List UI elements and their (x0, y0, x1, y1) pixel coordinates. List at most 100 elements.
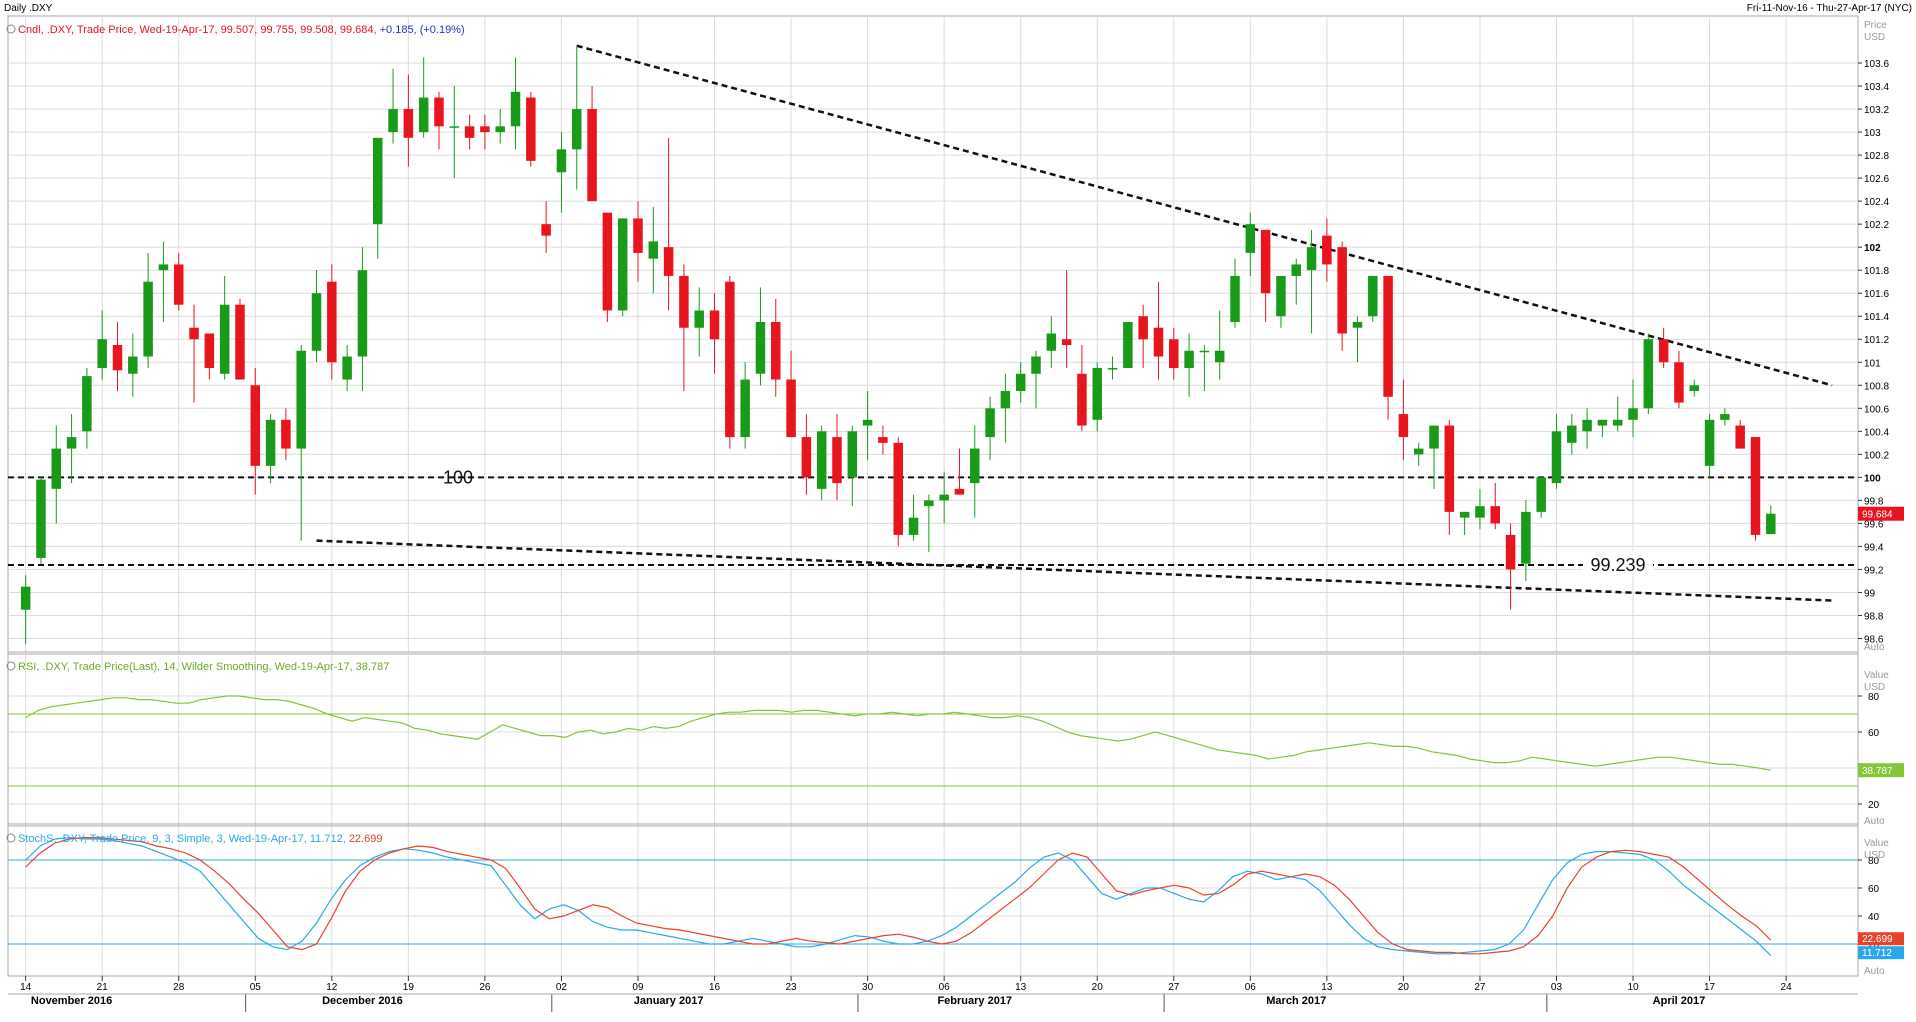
svg-text:StochS, .DXY, Trade Price, 9,: StochS, .DXY, Trade Price, 9, 3, Simple,… (18, 833, 382, 845)
stoch-tick-label: 40 (1868, 912, 1880, 923)
x-day-label: 13 (1015, 982, 1027, 993)
price-axis-title: Price (1864, 20, 1887, 31)
candle-body (1000, 391, 1011, 409)
candle-body (281, 419, 291, 449)
x-month-label: April 2017 (1653, 995, 1706, 1007)
candle-body (480, 126, 490, 133)
level-label-99239: 99.239 (1590, 555, 1645, 575)
candle-body (1551, 431, 1562, 484)
price-tick-label: 100 (1864, 473, 1881, 484)
price-tick-label: 99.4 (1864, 542, 1884, 553)
rsi-last-badge (1858, 763, 1904, 778)
price-tick-label: 102.2 (1864, 220, 1889, 231)
x-day-label: 06 (1245, 982, 1257, 993)
candle-body (143, 281, 153, 357)
price-legend-text: Cndl, .DXY, Trade Price, Wed-19-Apr-17, … (18, 24, 377, 36)
x-day-label: 05 (250, 982, 262, 993)
candle-body (1352, 321, 1363, 328)
rsi-axis-title: Value (1864, 670, 1889, 681)
x-day-label: 21 (97, 982, 109, 993)
x-day-label: 27 (1474, 982, 1486, 993)
candle-body (373, 137, 383, 225)
candle-body (250, 385, 261, 466)
candle-body (908, 517, 919, 535)
candle-body (771, 321, 781, 380)
price-panel[interactable]: 98.6 98.8 99 99.2 99.4 99.6 99.8 100 100.2 100.4 1… (7, 15, 1904, 976)
price-tick-label: 100.6 (1864, 404, 1889, 415)
candle-body (1169, 339, 1179, 369)
candle-body (1322, 235, 1332, 265)
rsi-auto-label: Auto (1864, 816, 1885, 827)
stoch-k-line (25, 837, 1772, 955)
stoch-legend-d: 11.712, (310, 833, 346, 845)
candle-body (832, 437, 842, 484)
candle-body (112, 345, 123, 371)
stoch-plot-frame (7, 823, 1859, 977)
stoch-k-badge (1858, 932, 1904, 946)
candle-body (1567, 425, 1577, 443)
price-plot-frame (7, 15, 1859, 655)
price-tick-label: 102.4 (1864, 197, 1889, 208)
candle-body (1750, 437, 1761, 535)
candle-body (1092, 368, 1102, 420)
candle-body (464, 126, 475, 138)
price-tick-label: 101.4 (1864, 312, 1889, 323)
candle-body (495, 126, 505, 133)
price-tick-label: 102.8 (1864, 151, 1889, 162)
rsi-settings-icon[interactable] (6, 661, 16, 671)
candle-body (1383, 275, 1393, 397)
x-day-label: 09 (632, 982, 644, 993)
settings-icon[interactable] (6, 24, 16, 34)
candle-body (1490, 506, 1500, 524)
stoch-settings-icon[interactable] (6, 833, 16, 843)
candle-body (1031, 356, 1041, 374)
candle-body (189, 327, 199, 340)
candle-body (1291, 264, 1301, 276)
candle-body (1582, 419, 1592, 432)
trendline-upper (576, 44, 1833, 387)
x-day-label: 12 (326, 982, 338, 993)
chart-title: Daily .DXY (4, 3, 53, 14)
date-range: Fri-11-Nov-16 - Thu-27-Apr-17 (NYC) (1747, 3, 1912, 14)
price-legend: Cndl, .DXY, Trade Price, Wed-19-Apr-17, … (6, 24, 465, 36)
candle-body (1368, 275, 1378, 317)
stoch-axis-title: Value (1864, 838, 1889, 849)
candle-body (679, 275, 689, 328)
price-axis-unit: USD (1864, 32, 1885, 43)
candle-body (342, 356, 352, 380)
x-month-label: January 2017 (634, 995, 704, 1007)
candle-body (311, 293, 322, 351)
x-day-label: 14 (20, 982, 32, 993)
x-day-label: 20 (1398, 982, 1410, 993)
candle-body (740, 379, 750, 438)
candle-body (1061, 339, 1072, 345)
candle-body (1735, 425, 1745, 449)
stoch-axis-unit: USD (1864, 850, 1885, 861)
candle-body (755, 321, 766, 374)
x-day-label: 26 (479, 982, 491, 993)
candle-body (694, 310, 704, 328)
candle-body (862, 419, 873, 426)
candle-body (1123, 321, 1133, 369)
candle-body (296, 350, 306, 449)
candle-body (1276, 275, 1286, 317)
candle-body (1766, 513, 1776, 535)
x-month-label: February 2017 (937, 995, 1012, 1007)
candle-body (1521, 511, 1531, 564)
candle-body (709, 310, 720, 340)
rsi-panel[interactable]: 20406080ValueUSDAuto38.787 (7, 651, 1904, 827)
candle-body (1429, 425, 1439, 449)
price-tick-label: 99.2 (1864, 565, 1884, 576)
trendline-lower (316, 539, 1833, 602)
level-label-100: 100 (443, 467, 473, 487)
candle-body (82, 376, 92, 432)
rsi-legend-text: RSI, .DXY, Trade Price(Last), 14, Wilder… (18, 661, 389, 673)
candle-body (510, 91, 521, 127)
x-month-label: March 2017 (1266, 995, 1326, 1007)
candle-body (418, 97, 429, 133)
price-tick-label: 100.2 (1864, 450, 1889, 461)
x-day-label: 03 (1551, 982, 1563, 993)
